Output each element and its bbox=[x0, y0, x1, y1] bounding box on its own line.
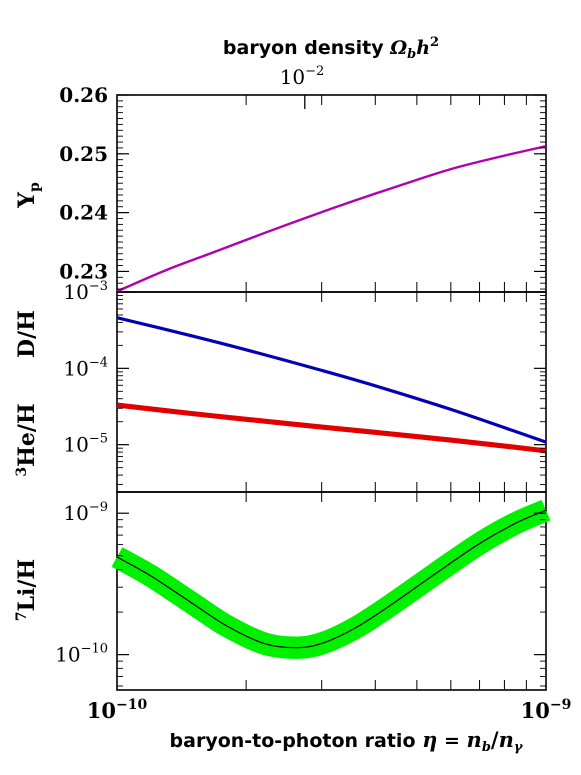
top-axis-title: baryon density Ωbh2 bbox=[223, 35, 439, 62]
x-axis-title-slash: / bbox=[491, 727, 499, 752]
uncertainty-bands bbox=[111, 402, 551, 659]
abundance-curves bbox=[116, 144, 547, 649]
li-ylabel-sup: 7 bbox=[14, 611, 30, 621]
x-tick-base: 10 bbox=[87, 698, 116, 723]
yp-ylabel-main: Y bbox=[14, 192, 40, 209]
li-tick-base: 10 bbox=[63, 501, 88, 525]
top-axis-title-sub: b bbox=[407, 47, 416, 62]
li-tick-base: 10 bbox=[55, 643, 80, 667]
yp-ylabel: Yp bbox=[14, 182, 43, 209]
li-panel-frame bbox=[116, 491, 547, 691]
li-tick-label: 10−10 bbox=[55, 642, 108, 667]
top-axis-title-h: h bbox=[416, 37, 430, 59]
top-axis-title-sup: 2 bbox=[430, 35, 439, 50]
panel-frames bbox=[116, 94, 547, 691]
abundance-curve-dh_he3-0 bbox=[116, 316, 547, 444]
li-ylabel: 7Li/H bbox=[14, 559, 40, 621]
x-tick-label-max: 10−9 bbox=[521, 697, 572, 723]
x-axis-title-text: baryon-to-photon ratio bbox=[170, 730, 423, 752]
li-ylabel-main: Li/H bbox=[14, 559, 40, 612]
li-tick-exp: −10 bbox=[81, 642, 108, 657]
top-axis-title-omega: Ω bbox=[389, 37, 407, 59]
dh-tick-base: 10 bbox=[63, 356, 88, 380]
top-axis-tick-label: 10−2 bbox=[280, 64, 325, 89]
uncertainty-band-li7 bbox=[111, 499, 551, 659]
x-tick-base: 10 bbox=[521, 698, 550, 723]
dh-top-tick-label: 10−3 bbox=[63, 279, 108, 304]
dh-tick-base: 10 bbox=[63, 433, 88, 457]
dh-tick-label: 10−5 bbox=[63, 432, 108, 457]
x-axis-title-nb-sub: b bbox=[482, 740, 491, 755]
he3-ylabel: 3He/H bbox=[14, 403, 40, 476]
top-tick-exp: −2 bbox=[305, 64, 324, 79]
dh-top-tick-base: 10 bbox=[63, 280, 88, 304]
yp-tick-label: 0.26 bbox=[59, 83, 108, 107]
x-tick-exp: −9 bbox=[550, 697, 571, 713]
yp-tick-label: 0.23 bbox=[59, 259, 108, 283]
abundance-curve-yp-0 bbox=[116, 144, 547, 293]
axis-ticks bbox=[117, 94, 546, 690]
dh-panel-frame bbox=[116, 291, 547, 493]
li-tick-exp: −9 bbox=[89, 500, 108, 515]
dh-tick-exp: −4 bbox=[89, 355, 108, 370]
x-axis-title-nb: n bbox=[467, 727, 482, 752]
dh-tick-label: 10−4 bbox=[63, 355, 108, 380]
central-curve-dh_he3 bbox=[116, 404, 547, 452]
li-tick-label: 10−9 bbox=[63, 500, 108, 525]
top-axis-title-text: baryon density bbox=[223, 37, 390, 59]
top-tick-base: 10 bbox=[280, 65, 305, 89]
x-axis-title-eq: = bbox=[437, 730, 466, 752]
yp-tick-label: 0.24 bbox=[59, 201, 108, 225]
yp-ylabel-sub: p bbox=[27, 182, 43, 192]
x-axis-title: baryon-to-photon ratio η = nb/nγ bbox=[170, 727, 524, 755]
x-axis-title-eta: η bbox=[422, 727, 437, 752]
dh-tick-exp: −5 bbox=[89, 432, 108, 447]
dh-top-tick-exp: −3 bbox=[89, 279, 108, 294]
x-tick-exp: −10 bbox=[116, 697, 147, 713]
yp-panel-frame bbox=[116, 94, 547, 293]
x-axis-title-ng: n bbox=[499, 727, 514, 752]
central-curve-li7 bbox=[116, 509, 547, 649]
x-axis-title-ng-sub: γ bbox=[514, 740, 524, 755]
he3-ylabel-sup: 3 bbox=[14, 467, 30, 477]
yp-tick-labels: 0.26 0.25 0.24 0.23 bbox=[59, 83, 108, 283]
dh-ylabel: D/H bbox=[14, 310, 40, 358]
he3-ylabel-main: He/H bbox=[14, 403, 40, 467]
x-tick-label-min: 10−10 bbox=[87, 697, 148, 723]
yp-tick-label: 0.25 bbox=[59, 142, 108, 166]
